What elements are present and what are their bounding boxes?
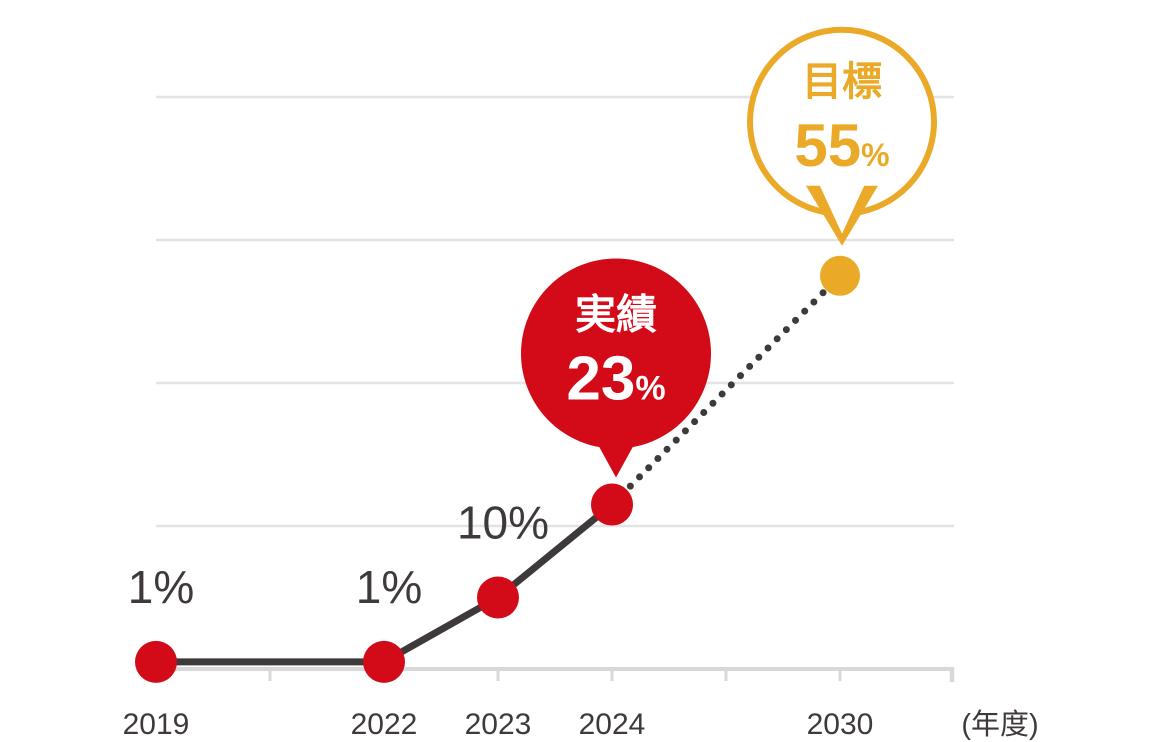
- target-balloon-value: 55%: [794, 112, 889, 179]
- x-axis-label-2024: 2024: [579, 708, 646, 741]
- x-axis-unit-label: (年度): [961, 708, 1038, 741]
- data-point-2023: [477, 576, 519, 619]
- data-point-2024: [591, 483, 633, 526]
- x-axis-label-2022: 2022: [351, 708, 418, 741]
- target-balloon-tail-inner: [818, 181, 866, 234]
- actual-balloon-value: 23%: [566, 345, 665, 414]
- actual-balloon-title: 実績: [575, 292, 657, 338]
- x-axis-label-2023: 2023: [465, 708, 532, 741]
- value-label-2022: 1%: [356, 561, 422, 613]
- x-axis-label-2030: 2030: [807, 708, 874, 741]
- value-label-2019: 1%: [128, 561, 194, 613]
- x-axis-label-2019: 2019: [123, 708, 190, 741]
- target-point-2030: [820, 255, 860, 296]
- actual-trend-line: [152, 501, 616, 666]
- data-point-2022: [363, 640, 405, 683]
- projection-dotted-line: [608, 272, 844, 509]
- target-balloon-title: 目標: [802, 60, 882, 104]
- value-label-2023: 10%: [457, 497, 549, 549]
- data-point-2019: [135, 640, 177, 683]
- actual-balloon: [521, 258, 711, 449]
